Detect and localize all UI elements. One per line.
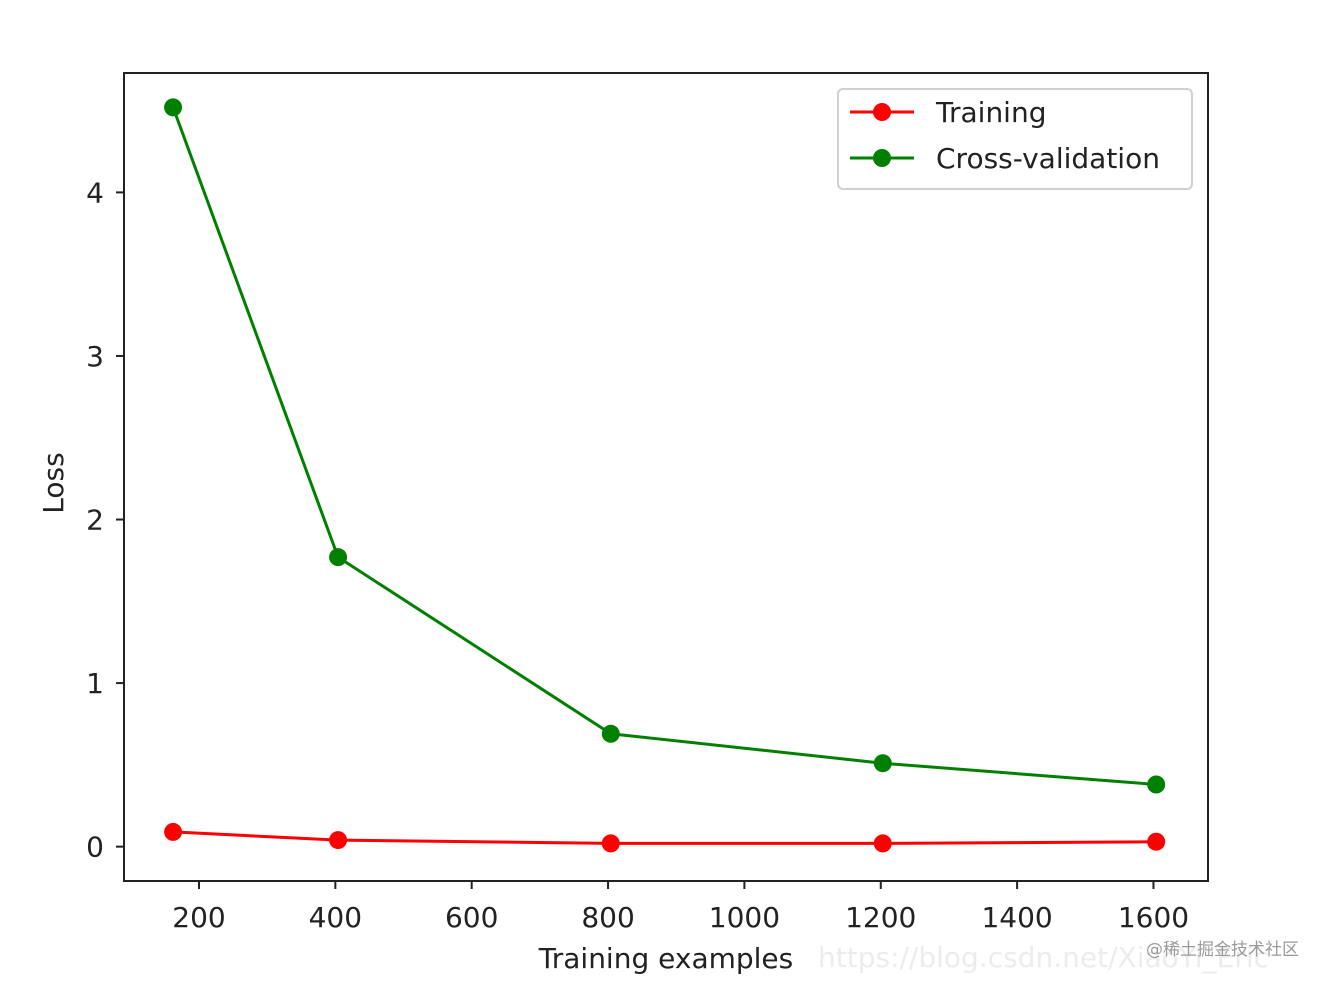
- y-tick-label: 0: [86, 831, 104, 864]
- series-line-cross-validation: [171, 106, 1157, 786]
- series-training: [164, 822, 1166, 853]
- x-tick-label: 400: [309, 901, 362, 934]
- series-layer: [164, 98, 1166, 853]
- legend-item: Training: [850, 96, 1046, 129]
- series-cross-validation: [164, 98, 1166, 794]
- data-point-training: [1147, 832, 1166, 851]
- legend-swatch-marker: [873, 103, 891, 121]
- data-point-training: [329, 831, 348, 850]
- y-tick-label: 3: [86, 340, 104, 373]
- data-point-cross-validation: [1147, 775, 1166, 794]
- legend-swatch-marker: [873, 149, 891, 167]
- watermark-url: https://blog.csdn.net/XiaoYi_Eric: [818, 941, 1270, 974]
- data-point-cross-validation: [329, 548, 348, 567]
- x-tick-label: 600: [445, 901, 498, 934]
- y-axis-label: Loss: [37, 452, 70, 513]
- x-tick-label: 1600: [1118, 901, 1189, 934]
- y-tick-label: 4: [86, 176, 104, 209]
- y-tick-label: 1: [86, 667, 104, 700]
- x-axis-ticks: 200 400 600 800 1000 1200 1400 1600: [172, 881, 1189, 934]
- x-tick-label: 200: [172, 901, 225, 934]
- data-point-cross-validation: [873, 754, 892, 773]
- series-line-training: [173, 830, 1157, 845]
- x-tick-label: 1200: [845, 901, 916, 934]
- data-point-cross-validation: [164, 98, 183, 117]
- x-axis-label: Training examples: [538, 942, 794, 975]
- data-point-training: [601, 834, 620, 853]
- y-axis-ticks: 0 1 2 3 4: [86, 176, 124, 864]
- legend-item: Cross-validation: [850, 142, 1160, 175]
- legend-label: Training: [935, 96, 1046, 129]
- legend-box: [837, 88, 1193, 190]
- plot-frame: [123, 72, 1209, 882]
- y-tick-label: 2: [86, 504, 104, 537]
- x-tick-label: 800: [581, 901, 634, 934]
- legend-label: Cross-validation: [936, 142, 1160, 175]
- data-point-training: [873, 834, 892, 853]
- watermark-site: @稀土掘金技术社区: [1146, 940, 1299, 960]
- x-tick-label: 1400: [981, 901, 1052, 934]
- x-tick-label: 1000: [709, 901, 780, 934]
- legend: Training Cross-validation: [837, 88, 1193, 190]
- data-point-training: [164, 822, 183, 841]
- data-point-cross-validation: [601, 724, 620, 743]
